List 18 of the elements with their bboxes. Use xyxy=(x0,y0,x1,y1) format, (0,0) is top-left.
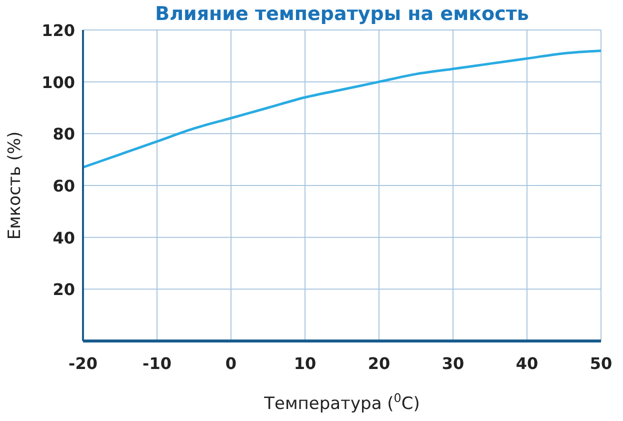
y-tick-label: 60 xyxy=(52,176,75,196)
y-tick-label: 40 xyxy=(52,228,75,248)
y-tick-label: 100 xyxy=(42,72,75,92)
line-series xyxy=(82,49,602,169)
x-tick-label: -10 xyxy=(142,354,172,373)
y-tick-label: 120 xyxy=(42,21,75,40)
x-tick-label: -20 xyxy=(68,354,98,373)
y-tick-label: 80 xyxy=(52,124,75,144)
chart-title: Влияние температуры на емкость xyxy=(155,3,529,25)
y-axis-title: Емкость (%) xyxy=(5,131,25,240)
x-tick-label: 30 xyxy=(442,354,464,373)
x-tick-label: 20 xyxy=(368,354,390,373)
x-tick-label: 40 xyxy=(516,354,538,373)
x-axis-title: Температура ($^{0}$C) xyxy=(263,391,420,414)
x-tick-label: 0 xyxy=(225,354,237,373)
x-tick-label: 10 xyxy=(294,354,316,373)
x-tick-label: 50 xyxy=(590,354,612,373)
y-tick-label: 20 xyxy=(52,280,75,300)
